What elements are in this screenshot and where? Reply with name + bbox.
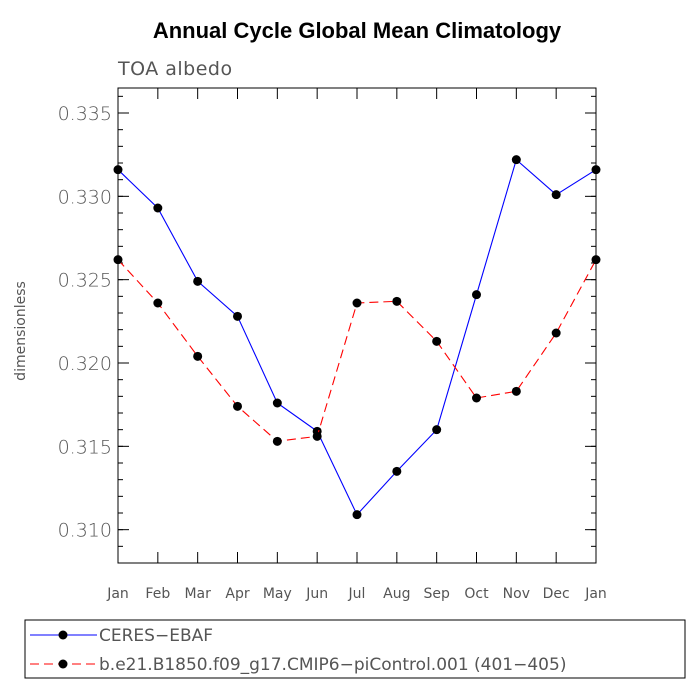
x-tick-label: Oct <box>464 586 489 602</box>
series-2-point <box>193 351 203 361</box>
series-2-point <box>432 336 442 346</box>
series-1-point <box>272 398 282 408</box>
x-tick-label: Mar <box>184 586 211 602</box>
series-1-point <box>113 165 123 175</box>
legend-label-2: b.e21.B1850.f09_g17.CMIP6−piControl.001 … <box>99 655 566 675</box>
y-tick-label: 0.320 <box>58 353 112 375</box>
series-2-point <box>511 386 521 396</box>
series-2-point <box>272 436 282 446</box>
x-tick-label: May <box>263 586 292 602</box>
y-tick-label: 0.315 <box>58 436 112 458</box>
series-1-point <box>551 190 561 200</box>
legend-box <box>24 619 686 679</box>
series-2-point <box>153 298 163 308</box>
x-tick-label: Jun <box>305 586 328 602</box>
series-2-point <box>392 296 402 306</box>
legend: CERES−EBAF b.e21.B1850.f09_g17.CMIP6−piCo… <box>24 619 686 679</box>
series-2-point <box>472 393 481 403</box>
x-tick-label: Feb <box>145 586 170 602</box>
series-2-point <box>233 401 242 411</box>
legend-marker-2 <box>58 659 68 669</box>
x-tick-label: Apr <box>225 586 249 602</box>
series-1-point <box>511 155 521 165</box>
legend-marker-1 <box>58 630 68 640</box>
series-1-point <box>472 290 481 300</box>
series-1-point <box>591 165 601 175</box>
y-tick-label: 0.330 <box>58 186 112 208</box>
series-2-point <box>113 255 123 265</box>
series-line-1 <box>117 158 597 516</box>
series-2-point <box>352 298 362 308</box>
series-group <box>113 155 601 520</box>
y-tick-label: 0.310 <box>58 520 112 542</box>
series-1-point <box>432 425 442 435</box>
x-tick-label: Sep <box>423 586 450 602</box>
series-1-point <box>193 276 203 286</box>
series-1-point <box>352 510 362 520</box>
series-2-point <box>591 255 601 265</box>
plot-frame-group: 0.310 0.315 0.320 0.325 0.330 0.335 Jan Feb Mar A… <box>58 87 607 602</box>
chart-subtitle: TOA albedo <box>117 58 233 80</box>
x-tick-label: Jul <box>348 586 366 602</box>
y-axis-label: dimensionless <box>13 281 29 381</box>
x-tick-label: Aug <box>383 586 410 602</box>
y-tick-label: 0.325 <box>58 270 112 292</box>
series-1-point <box>392 466 402 476</box>
x-tick-label: Nov <box>503 586 530 602</box>
series-2-point <box>312 431 322 441</box>
x-tick-label: Jan <box>106 586 129 602</box>
x-tick-label: Jan <box>584 586 607 602</box>
series-line-2 <box>117 259 597 442</box>
series-1-point <box>153 203 163 213</box>
series-1-point <box>233 311 242 321</box>
legend-label-1: CERES−EBAF <box>99 626 213 646</box>
plot-frame <box>117 87 597 564</box>
series-2-point <box>551 328 561 338</box>
chart-title: Annual Cycle Global Mean Climatology <box>153 18 562 43</box>
x-tick-label: Dec <box>543 586 570 602</box>
y-tick-label: 0.335 <box>58 103 112 125</box>
